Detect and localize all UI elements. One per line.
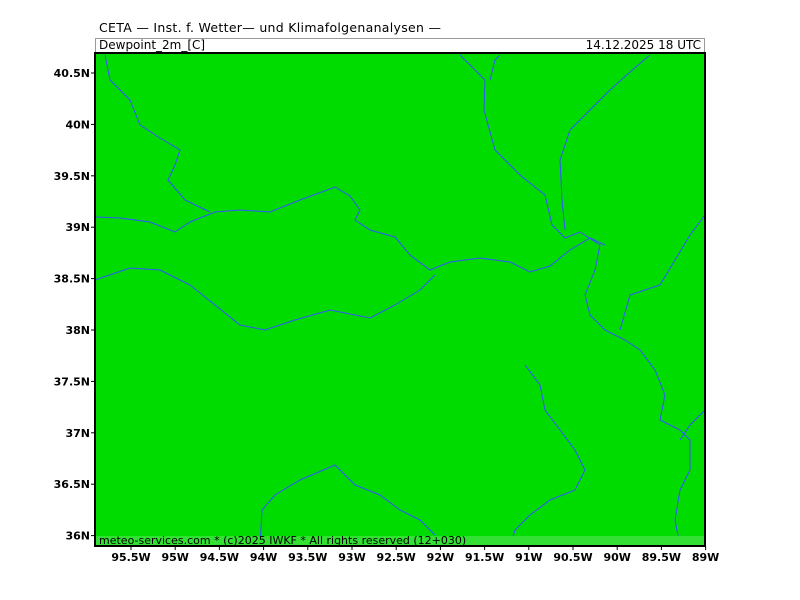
lat-tick-label: 39.5N — [54, 170, 90, 183]
longitude-axis: 95.5W 95W 94.5W 94W 93.5W 93W 92.5W 92W 91.5W 91W… — [111, 546, 719, 564]
lat-tick-label: 39N — [65, 221, 90, 234]
lon-tick-label: 89W — [692, 551, 719, 564]
lon-tick-label: 92.5W — [377, 551, 416, 564]
river-east — [679, 409, 706, 441]
lon-tick-label: 90.5W — [553, 551, 592, 564]
lat-tick-label: 40N — [65, 118, 90, 131]
river-osage — [94, 267, 436, 331]
lon-tick-label: 93W — [338, 551, 365, 564]
lat-tick-label: 38.5N — [54, 273, 90, 286]
river-missouri-north — [104, 54, 211, 213]
lon-tick-label: 94W — [250, 551, 277, 564]
lon-tick-label: 95.5W — [111, 551, 150, 564]
dewpoint-field — [95, 53, 705, 546]
rivers — [94, 54, 706, 547]
river-missouri — [94, 186, 606, 273]
chart-title: CETA — Inst. f. Wetter— und Klimafolgena… — [99, 20, 442, 35]
lon-tick-label: 92W — [427, 551, 454, 564]
footer-band — [95, 536, 705, 546]
lat-tick-label: 37N — [65, 427, 90, 440]
river-north-mid — [489, 54, 501, 81]
lon-tick-label: 89.5W — [642, 551, 681, 564]
river-meramec — [509, 364, 586, 547]
lat-tick-label: 36.5N — [54, 478, 90, 491]
lon-tick-label: 91W — [515, 551, 542, 564]
lat-tick-label: 40.5N — [54, 67, 90, 80]
river-mississippi — [459, 54, 691, 547]
valid-time-label: 14.12.2025 18 UTC — [585, 38, 701, 52]
lon-tick-label: 91.5W — [465, 551, 504, 564]
lat-tick-label: 38N — [65, 324, 90, 337]
river-illinois — [559, 54, 651, 231]
latitude-axis: 40.5N 40N 39.5N 39N 38.5N 38N 37.5N 37N 36.5N 36N — [54, 67, 95, 543]
lat-tick-label: 37.5N — [54, 375, 90, 388]
lon-tick-label: 93.5W — [288, 551, 327, 564]
river-ozark-south — [259, 464, 436, 547]
lon-tick-label: 94.5W — [200, 551, 239, 564]
lon-tick-label: 90W — [603, 551, 630, 564]
lon-tick-label: 95W — [161, 551, 188, 564]
map-frame — [94, 52, 706, 547]
copyright-text: meteo-services.com * (c)2025 IWKF * All … — [99, 534, 466, 547]
variable-label: Dewpoint_2m_[C] — [99, 38, 206, 52]
lat-tick-label: 36N — [65, 530, 90, 543]
river-kaskaskia — [619, 214, 706, 331]
